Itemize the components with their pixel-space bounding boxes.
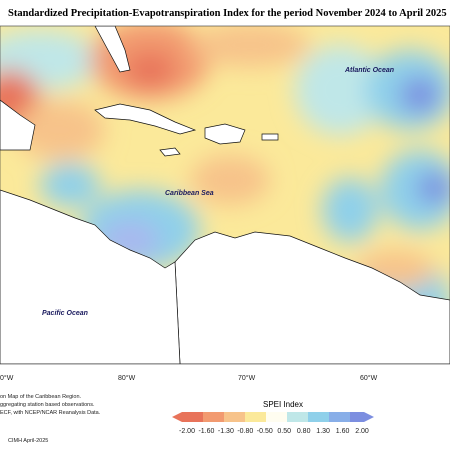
legend-tick-label: -1.60 xyxy=(198,428,214,435)
longitude-label: 80°W xyxy=(118,374,136,382)
colorbar-swatch xyxy=(329,412,350,422)
note: ggregating station based observations. xyxy=(0,402,95,408)
colorbar-swatch xyxy=(224,412,245,422)
colorbar-end xyxy=(172,412,182,422)
legend-tick-label: 2.00 xyxy=(355,428,369,435)
florida xyxy=(94,26,131,73)
colorbar-swatch xyxy=(245,412,266,422)
longitude-label: 0°W xyxy=(0,374,14,382)
legend-tick-label: 0.50 xyxy=(277,428,291,435)
hispaniola xyxy=(204,123,246,145)
colorbar-end xyxy=(364,412,374,422)
ocean-label: Caribbean Sea xyxy=(165,190,214,197)
legend-tick-label: -1.30 xyxy=(218,428,234,435)
colorbar-swatch xyxy=(203,412,224,422)
cuba xyxy=(94,103,197,135)
note: on Map of the Caribbean Region. xyxy=(0,394,81,400)
colorbar xyxy=(172,412,374,422)
central-america xyxy=(0,189,181,364)
colorbar-swatch xyxy=(266,412,287,422)
colorbar-swatch xyxy=(308,412,329,422)
colorbar-swatch xyxy=(350,412,364,422)
legend-tick-label: 0.80 xyxy=(297,428,311,435)
legend-tick-label: -2.00 xyxy=(179,428,195,435)
puerto-rico xyxy=(261,133,279,141)
colorbar-swatch xyxy=(287,412,308,422)
legend-tick-label: -0.80 xyxy=(237,428,253,435)
jamaica xyxy=(159,147,181,157)
ocean-label: Pacific Ocean xyxy=(42,310,88,317)
ocean-label: Atlantic Ocean xyxy=(344,67,394,74)
colorbar-swatch xyxy=(182,412,203,422)
longitude-label: 70°W xyxy=(238,374,256,382)
south-america xyxy=(174,231,450,364)
note: ECF, with NCEP/NCAR Reanalysis Data. xyxy=(0,410,101,416)
legend-tick-label: 1.30 xyxy=(316,428,330,435)
map-frame xyxy=(0,25,450,365)
legend-tick-label: 1.60 xyxy=(336,428,350,435)
map: Atlantic Ocean Caribbean Sea Pacific Oce… xyxy=(0,26,450,364)
longitude-label: 60°W xyxy=(360,374,378,382)
yucatan xyxy=(0,99,36,151)
legend-title: SPEI Index xyxy=(263,400,303,409)
title: Standardized Precipitation-Evapotranspir… xyxy=(8,8,447,19)
legend-tick-label: -0.50 xyxy=(257,428,273,435)
credit: CIMH April-2025 xyxy=(8,438,48,444)
